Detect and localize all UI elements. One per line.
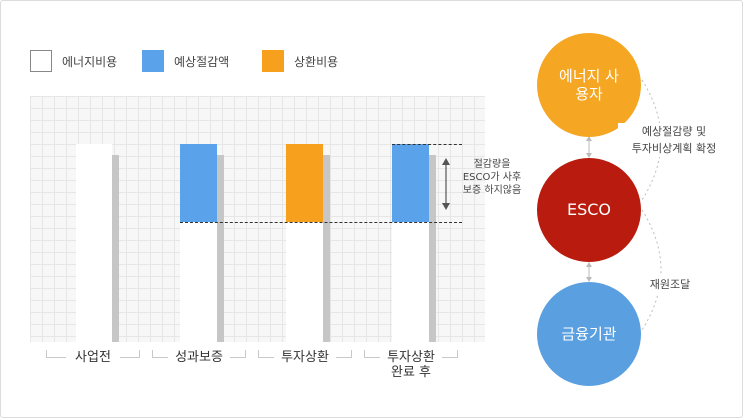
legend-label-expected-savings: 예상절감액 (174, 55, 230, 69)
bar-energy-cost-after-repayment (392, 222, 429, 342)
esco-label: ESCO (566, 200, 612, 219)
legend-swatch-expected-savings (142, 50, 164, 72)
legend-swatch-energy-cost (30, 50, 52, 72)
bar-energy-cost-performance-guarantee (180, 222, 217, 342)
financial-institution-node: 금융기관 (537, 282, 641, 386)
category-label-performance-guarantee: 성과보증 (168, 350, 230, 365)
double-arrow-icon (442, 158, 450, 210)
bar-shadow-before-project (111, 155, 119, 342)
no-guarantee-note: 절감량을 ESCO가 사후보증 하지않음 (462, 159, 522, 196)
baseline-dashed-line (180, 222, 462, 223)
top-dashed-line (392, 144, 462, 145)
esco-node: ESCO (537, 158, 641, 262)
bar-energy-cost-investment-repayment (286, 222, 323, 342)
legend-label-energy-cost: 에너지비용 (62, 55, 118, 69)
user-esco-relation-label: 예상절감량 및 투자비상계획 확정 (618, 123, 730, 157)
bar-shadow-after-repayment (428, 155, 436, 342)
energy-user-label: 에너지 사용자 (559, 67, 619, 103)
category-label-investment-repayment: 투자상환 (274, 350, 336, 365)
energy-user-node: 에너지 사용자 (537, 33, 641, 137)
category-label-after-repayment: 투자상환 완료 후 (380, 350, 442, 380)
category-label-before-project: 사업전 (66, 350, 120, 365)
esco-finance-relation-label: 재원조달 (640, 276, 700, 293)
bar-expected-savings-after-repayment (392, 144, 429, 222)
bar-shadow-investment-repayment (322, 155, 330, 342)
bar-expected-savings-performance-guarantee (180, 144, 217, 222)
legend-label-repayment-cost: 상환비용 (294, 55, 339, 69)
flow-connectors (586, 79, 662, 331)
financial-institution-label: 금융기관 (561, 325, 617, 343)
bar-repayment-cost-investment-repayment (286, 144, 323, 222)
bar-energy-cost-before-project (76, 144, 112, 342)
legend-swatch-repayment-cost (262, 50, 284, 72)
bar-shadow-performance-guarantee (216, 155, 224, 342)
